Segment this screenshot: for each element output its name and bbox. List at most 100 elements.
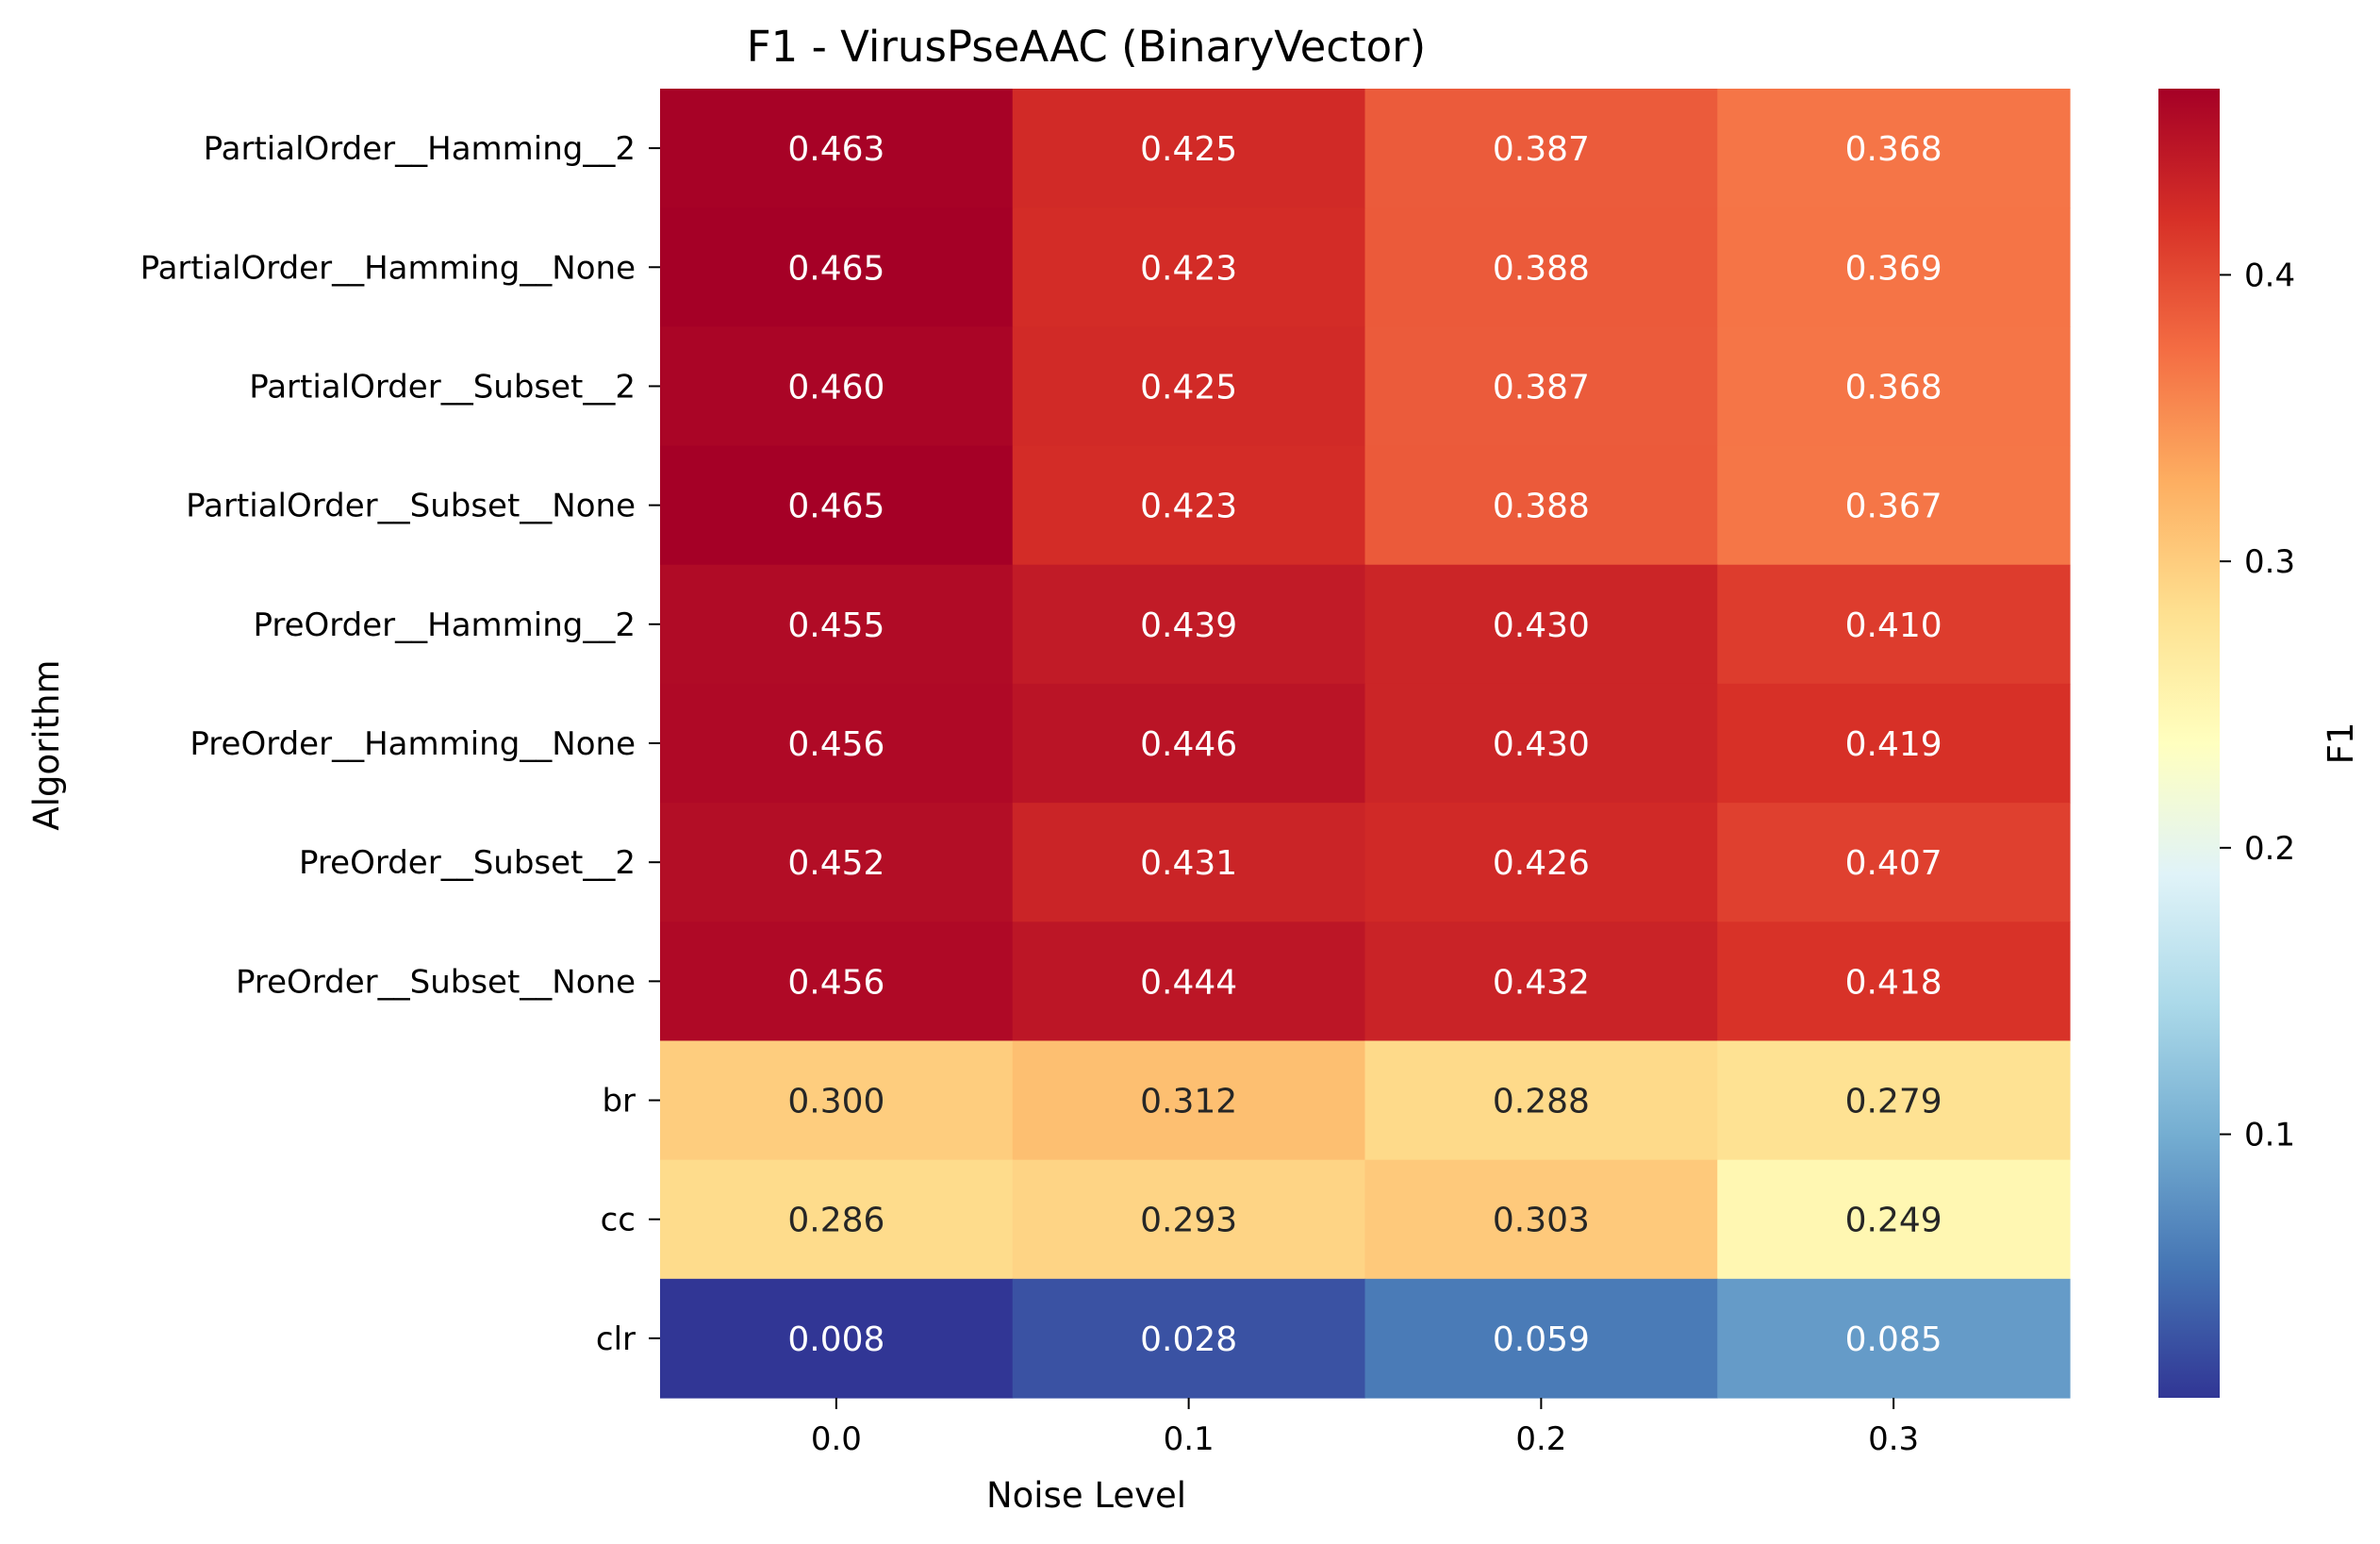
cell-value-label: 0.249 <box>1845 1202 1942 1240</box>
heatmap-cell <box>1364 445 1718 566</box>
y-tick-label: br <box>602 1083 636 1121</box>
cell-value-label: 0.455 <box>787 606 884 645</box>
heatmap-cell <box>1364 1040 1718 1161</box>
cell-value-label: 0.388 <box>1493 488 1590 526</box>
cell-value-label: 0.431 <box>1140 844 1237 883</box>
heatmap-cell <box>660 445 1014 566</box>
heatmap-cell <box>1012 1040 1366 1161</box>
heatmap-cell <box>1012 89 1366 208</box>
colorbar-gradient <box>2158 89 2220 1398</box>
heatmap-cell <box>1012 1159 1366 1280</box>
x-axis-ticks: 0.0 0.1 0.2 0.3 <box>811 1398 1919 1458</box>
heatmap-cell <box>1364 1159 1718 1280</box>
x-tick-label: 0.2 <box>1515 1420 1566 1458</box>
cell-value-label: 0.465 <box>787 249 884 288</box>
heatmap-cell <box>1012 208 1366 327</box>
cell-value-label: 0.085 <box>1845 1320 1942 1359</box>
x-axis-label: Noise Level <box>986 1475 1186 1516</box>
y-tick-label: clr <box>596 1320 636 1358</box>
cell-value-label: 0.463 <box>787 130 884 169</box>
y-tick-label: PartialOrder__Hamming__None <box>140 249 636 287</box>
heatmap-cell <box>1717 1159 2071 1280</box>
heatmap-cell <box>1012 326 1366 447</box>
heatmap-cell <box>1364 89 1718 208</box>
cell-value-label: 0.430 <box>1493 606 1590 645</box>
cell-value-label: 0.425 <box>1140 368 1237 407</box>
heatmap-cell <box>1717 89 2071 208</box>
y-axis-ticks: PartialOrder__Hamming__2 PartialOrder__Ha… <box>140 130 660 1358</box>
heatmap-cell <box>1012 445 1366 566</box>
chart-title: F1 - VirusPseAAC (BinaryVector) <box>747 22 1426 72</box>
cell-value-label: 0.293 <box>1140 1202 1237 1240</box>
y-tick-label: PreOrder__Hamming__2 <box>253 606 636 644</box>
heatmap-cell <box>660 1159 1014 1280</box>
heatmap-cell <box>660 326 1014 447</box>
heatmap-cell <box>1364 1278 1718 1399</box>
cell-value-label: 0.452 <box>787 844 884 883</box>
y-tick-label: PreOrder__Hamming__None <box>190 725 636 763</box>
heatmap-cell <box>1717 564 2071 685</box>
colorbar-tick-label: 0.1 <box>2244 1117 2295 1154</box>
cell-value-label: 0.367 <box>1845 488 1942 526</box>
heatmap-cells: 0.463 0.425 0.387 0.368 0.465 0.423 0.388 0.369… <box>660 89 2071 1399</box>
heatmap-cell <box>660 1278 1014 1399</box>
heatmap-cell <box>1012 803 1366 922</box>
cell-value-label: 0.300 <box>787 1083 884 1121</box>
cell-value-label: 0.286 <box>787 1202 884 1240</box>
heatmap-cell <box>1717 445 2071 566</box>
cell-value-label: 0.456 <box>787 963 884 1002</box>
colorbar-ticks: 0.1 0.2 0.3 0.4 <box>2220 257 2295 1154</box>
cell-value-label: 0.460 <box>787 368 884 407</box>
heatmap-cell <box>1012 1278 1366 1399</box>
heatmap-cell <box>1717 208 2071 327</box>
cell-value-label: 0.008 <box>787 1320 884 1359</box>
cell-value-label: 0.439 <box>1140 606 1237 645</box>
cell-value-label: 0.288 <box>1493 1083 1590 1121</box>
heatmap-cell <box>1012 921 1366 1042</box>
colorbar-tick-label: 0.4 <box>2244 257 2295 294</box>
heatmap-cell <box>1717 1278 2071 1399</box>
cell-value-label: 0.028 <box>1140 1320 1237 1359</box>
cell-value-label: 0.279 <box>1845 1083 1942 1121</box>
heatmap-cell <box>1012 683 1366 804</box>
x-tick-label: 0.3 <box>1868 1420 1919 1458</box>
colorbar-label: F1 <box>2321 722 2361 765</box>
cell-value-label: 0.059 <box>1493 1320 1590 1359</box>
y-tick-label: PartialOrder__Subset__2 <box>249 368 636 406</box>
x-tick-label: 0.0 <box>811 1420 862 1458</box>
cell-value-label: 0.419 <box>1845 725 1942 764</box>
cell-value-label: 0.387 <box>1493 368 1590 407</box>
cell-value-label: 0.369 <box>1845 249 1942 288</box>
cell-value-label: 0.446 <box>1140 725 1237 764</box>
colorbar-tick-label: 0.2 <box>2244 830 2295 868</box>
cell-value-label: 0.387 <box>1493 130 1590 169</box>
cell-value-label: 0.430 <box>1493 725 1590 764</box>
cell-value-label: 0.407 <box>1845 844 1942 883</box>
heatmap-cell <box>660 683 1014 804</box>
heatmap-cell <box>1364 208 1718 327</box>
heatmap-cell <box>1012 564 1366 685</box>
cell-value-label: 0.444 <box>1140 963 1237 1002</box>
heatmap-cell <box>660 921 1014 1042</box>
cell-value-label: 0.456 <box>787 725 884 764</box>
y-tick-label: PartialOrder__Subset__None <box>186 488 636 525</box>
heatmap-cell <box>1364 803 1718 922</box>
heatmap-cell <box>660 564 1014 685</box>
cell-value-label: 0.303 <box>1493 1202 1590 1240</box>
cell-value-label: 0.426 <box>1493 844 1590 883</box>
colorbar-tick-label: 0.3 <box>2244 543 2295 581</box>
y-tick-label: PreOrder__Subset__None <box>236 963 636 1001</box>
heatmap-cell <box>1717 803 2071 922</box>
cell-value-label: 0.388 <box>1493 249 1590 288</box>
heatmap-cell <box>1717 326 2071 447</box>
heatmap-cell <box>1717 683 2071 804</box>
cell-value-label: 0.410 <box>1845 606 1942 645</box>
heatmap-cell <box>660 803 1014 922</box>
cell-value-label: 0.465 <box>787 488 884 526</box>
heatmap-cell <box>660 89 1014 208</box>
cell-value-label: 0.368 <box>1845 130 1942 169</box>
heatmap-cell <box>1364 564 1718 685</box>
y-tick-label: PartialOrder__Hamming__2 <box>204 130 636 168</box>
